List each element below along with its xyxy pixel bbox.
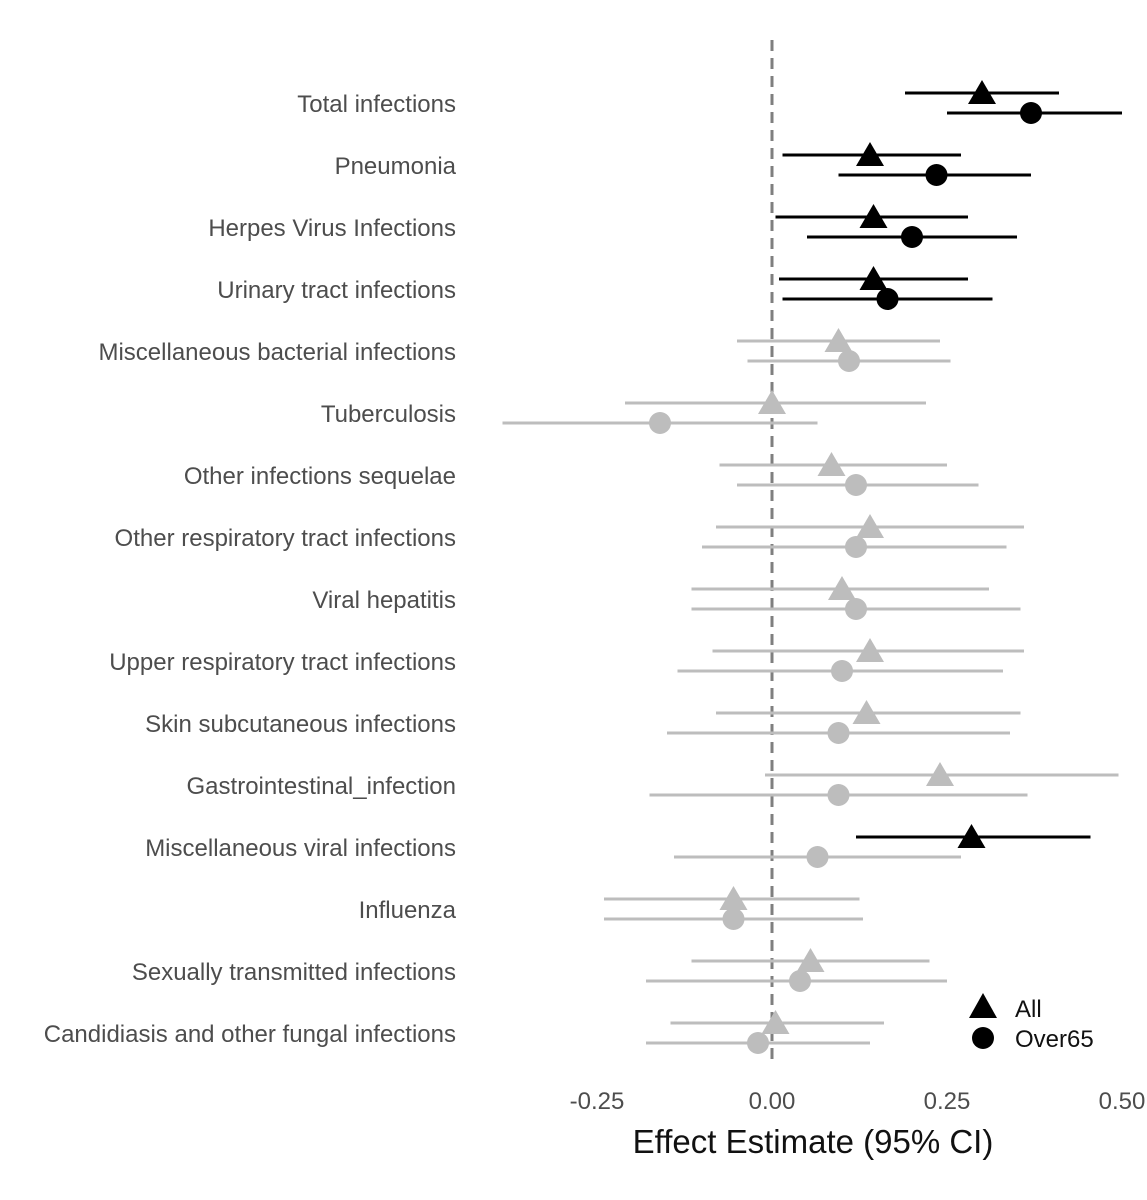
category-label: Gastrointestinal_infection — [187, 773, 456, 800]
legend: All Over65 — [969, 993, 1094, 1053]
point-all — [852, 700, 881, 724]
point-over65 — [649, 412, 671, 434]
category-row: Total infections — [297, 80, 1122, 124]
point-all — [796, 948, 825, 972]
category-label: Upper respiratory tract infections — [109, 649, 456, 676]
category-label: Other respiratory tract infections — [115, 525, 456, 552]
point-all — [957, 824, 986, 848]
point-all — [824, 328, 853, 352]
category-row: Miscellaneous bacterial infections — [98, 328, 951, 372]
category-row: Miscellaneous viral infections — [145, 824, 1091, 868]
category-row: Urinary tract infections — [217, 266, 993, 310]
category-label: Miscellaneous viral infections — [145, 835, 456, 862]
point-over65 — [827, 722, 850, 744]
point-over65 — [831, 660, 853, 682]
category-label: Miscellaneous bacterial infections — [98, 339, 456, 366]
category-row: Influenza — [359, 886, 863, 930]
x-tick-label: 0.25 — [924, 1088, 971, 1115]
point-all — [828, 576, 856, 600]
category-label: Pneumonia — [335, 153, 457, 180]
category-label: Viral hepatitis — [312, 587, 456, 614]
category-label: Herpes Virus Infections — [208, 215, 456, 242]
category-label: Total infections — [297, 91, 456, 118]
category-row: Tuberculosis — [321, 390, 926, 434]
point-all — [856, 638, 884, 662]
point-all — [856, 142, 884, 166]
point-all — [719, 886, 748, 910]
point-over65 — [838, 350, 860, 372]
point-over65 — [722, 908, 745, 930]
x-tick-label: 0.50 — [1099, 1088, 1146, 1115]
legend-label-all: All — [1015, 996, 1042, 1023]
category-label: Candidiasis and other fungal infections — [44, 1021, 456, 1048]
category-label: Tuberculosis — [321, 401, 456, 428]
point-all — [859, 266, 888, 290]
point-all — [758, 390, 786, 414]
category-label: Other infections sequelae — [184, 463, 456, 490]
category-row: Gastrointestinal_infection — [187, 762, 1119, 806]
legend-label-over65: Over65 — [1015, 1026, 1094, 1053]
category-row: Candidiasis and other fungal infections — [44, 1010, 884, 1054]
x-tick-label: 0.00 — [749, 1088, 796, 1115]
category-row: Pneumonia — [335, 142, 1031, 186]
category-row: Skin subcutaneous infections — [145, 700, 1021, 744]
legend-key-over65 — [972, 1027, 994, 1049]
point-over65 — [876, 288, 899, 310]
x-tick-label: -0.25 — [570, 1088, 625, 1115]
point-over65 — [845, 536, 867, 558]
point-over65 — [806, 846, 829, 868]
category-row: Other infections sequelae — [184, 452, 979, 496]
point-over65 — [845, 598, 867, 620]
category-row: Herpes Virus Infections — [208, 204, 1017, 248]
category-label: Influenza — [359, 897, 457, 924]
category-label: Sexually transmitted infections — [132, 959, 456, 986]
x-axis-ticks: -0.25 0.00 0.25 0.50 — [570, 1088, 1146, 1115]
point-all — [926, 762, 954, 786]
point-all — [761, 1010, 790, 1034]
point-all — [968, 80, 996, 104]
point-over65 — [845, 474, 867, 496]
category-row: Other respiratory tract infections — [115, 514, 1024, 558]
point-over65 — [747, 1032, 769, 1054]
point-all — [856, 514, 884, 538]
point-all — [859, 204, 888, 228]
category-row: Upper respiratory tract infections — [109, 638, 1024, 682]
category-label: Urinary tract infections — [217, 277, 456, 304]
category-row: Sexually transmitted infections — [132, 948, 947, 992]
point-over65 — [901, 226, 923, 248]
point-over65 — [827, 784, 850, 806]
point-over65 — [1020, 102, 1042, 124]
category-label: Skin subcutaneous infections — [145, 711, 456, 738]
rows-group: Total infections Pneumonia Herpes Virus In… — [44, 80, 1122, 1054]
legend-key-all — [969, 993, 997, 1018]
category-row: Viral hepatitis — [312, 576, 1021, 620]
point-over65 — [789, 970, 811, 992]
point-all — [817, 452, 846, 476]
x-axis-title: Effect Estimate (95% CI) — [633, 1123, 994, 1160]
point-over65 — [925, 164, 948, 186]
